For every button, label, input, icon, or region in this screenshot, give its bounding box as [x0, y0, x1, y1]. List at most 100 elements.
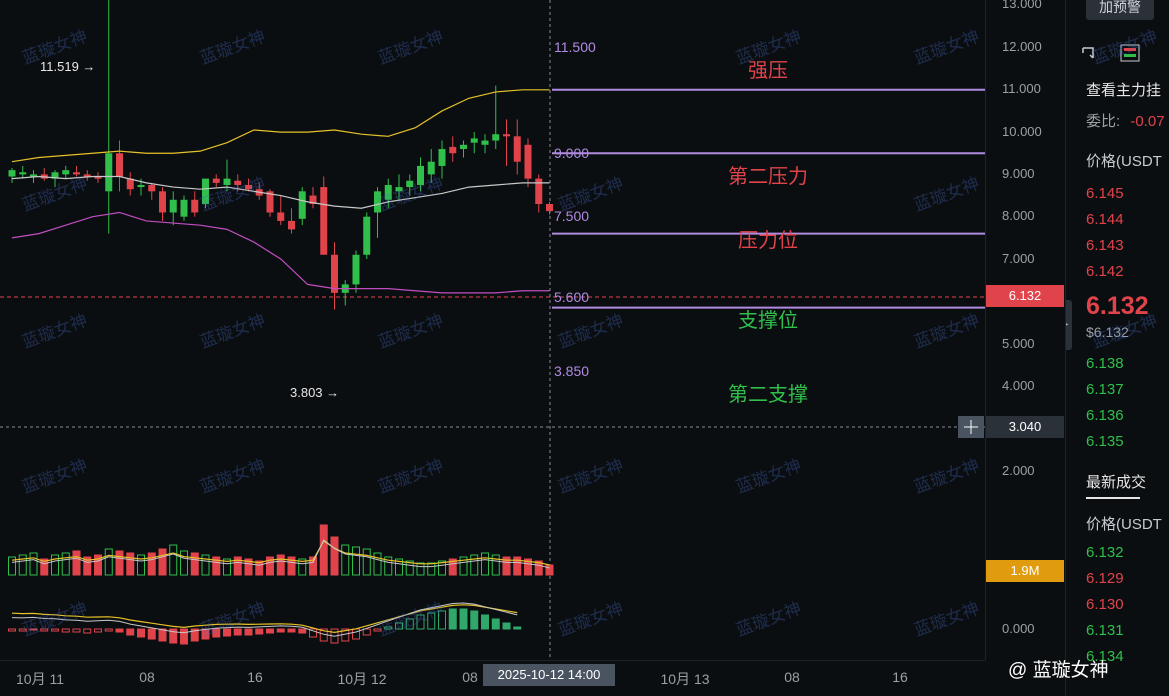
add-alert-button[interactable]: 加预警 — [1086, 0, 1154, 20]
bid-price[interactable]: 6.137 — [1086, 381, 1124, 398]
ask-price[interactable]: 6.142 — [1086, 263, 1124, 280]
candle-body — [94, 176, 102, 179]
candle-body — [148, 184, 156, 192]
volume-bar — [244, 558, 253, 576]
ratio-label: 委比: -0.07 — [1086, 110, 1165, 131]
macd-bar — [233, 628, 242, 636]
trades-price-header: 价格(USDT — [1086, 516, 1162, 533]
macd-bar — [169, 628, 178, 644]
ask-price[interactable]: 6.145 — [1086, 185, 1124, 202]
macd-bar — [416, 614, 425, 630]
macd-bar — [83, 628, 92, 634]
macd-bar — [470, 610, 479, 630]
volume-ma-white — [11, 539, 550, 569]
macd-bar — [373, 628, 382, 632]
recent-trades-tab[interactable]: 最新成交 — [1086, 474, 1147, 491]
main-order-link[interactable]: 查看主力挂 — [1086, 82, 1162, 99]
macd-bar — [298, 628, 307, 634]
candle-body — [449, 146, 457, 154]
price-tick: 13.000 — [1002, 0, 1042, 11]
candle-body — [417, 165, 424, 185]
candle-body — [277, 212, 285, 221]
bollinger-middle — [11, 175, 550, 209]
candle-body — [137, 184, 145, 188]
candle-body — [83, 174, 91, 177]
bid-price[interactable]: 6.136 — [1086, 407, 1124, 424]
price-chart[interactable] — [0, 0, 985, 660]
volume-bar — [438, 560, 446, 576]
volume-bar — [524, 558, 532, 576]
candle-body — [363, 216, 371, 255]
macd-bar — [51, 628, 59, 632]
chart-area[interactable]: 11.500 9.000 7.500 5.600 3.850 强压 第二压力 压… — [0, 0, 985, 660]
time-tick: 08 — [784, 669, 800, 685]
candle-body — [513, 136, 521, 162]
collapse-panel-button[interactable]: ▸ — [1066, 300, 1072, 350]
bid-price[interactable]: 6.135 — [1086, 433, 1124, 450]
volume-bar — [233, 556, 242, 576]
candle-body — [395, 187, 403, 192]
volume-bar — [169, 544, 178, 576]
volume-bar — [61, 552, 70, 576]
last-price-flag: 6.132 — [986, 285, 1064, 307]
macd-bar — [395, 622, 403, 630]
rotate-icon[interactable] — [1080, 44, 1098, 62]
level-value-second-support: 3.850 — [554, 363, 590, 379]
candle-body — [470, 138, 478, 143]
order-book-panel: 加预警 ▸ 查看主力挂 委比: -0.07 价格(USDT 6.145 6.14… — [1065, 0, 1169, 696]
high-annotation: 11.519 → — [40, 59, 96, 74]
volume-bar — [330, 536, 339, 576]
candle-body — [492, 134, 500, 141]
zone-label-strong-resistance: 强压 — [748, 60, 788, 82]
candle-body — [159, 191, 166, 213]
macd-bar — [104, 628, 113, 632]
volume-bar — [416, 562, 425, 576]
macd-bar — [147, 628, 156, 640]
brand-label: @ 蓝璇女神 — [1008, 660, 1109, 681]
volume-ma-yellow — [11, 540, 550, 566]
volume-bar — [373, 552, 382, 576]
ask-price[interactable]: 6.144 — [1086, 211, 1124, 228]
candle-body — [19, 172, 27, 175]
crosshair-time-flag: 2025-10-12 14:00 — [483, 664, 615, 686]
macd-bar — [94, 628, 102, 633]
macd-bar — [427, 612, 436, 630]
price-tick: 12.000 — [1002, 39, 1042, 54]
price-tick: 11.000 — [1002, 81, 1041, 96]
price-axis[interactable]: 13.000 12.000 11.000 10.000 9.000 8.000 … — [985, 0, 1065, 660]
volume-bar — [491, 554, 500, 576]
trade-price: 6.130 — [1086, 596, 1124, 613]
macd-bar — [126, 628, 135, 636]
candle-body — [105, 153, 113, 192]
bid-price[interactable]: 6.138 — [1086, 355, 1124, 372]
ask-price[interactable]: 6.143 — [1086, 237, 1124, 254]
macd-bar — [190, 628, 199, 642]
volume-bar — [266, 556, 274, 576]
candle-body — [309, 195, 317, 205]
candle-body — [298, 191, 306, 219]
order-book-layout-icon[interactable] — [1120, 44, 1140, 62]
macd-bar — [255, 628, 264, 635]
candle-body — [352, 254, 360, 285]
volume-bar — [115, 550, 124, 576]
candle-body — [535, 178, 543, 205]
crosshair-price-flag: 3.040 — [986, 416, 1064, 438]
macd-line — [11, 602, 518, 637]
trade-price: 6.129 — [1086, 570, 1124, 587]
price-tick: 4.000 — [1002, 378, 1035, 393]
price-tick: 9.000 — [1002, 166, 1035, 181]
volume-bar — [534, 560, 543, 576]
volume-bar — [51, 554, 59, 576]
candle-body — [212, 178, 220, 183]
mid-price: 6.132 — [1086, 292, 1149, 320]
time-tick: 08 — [139, 669, 155, 685]
price-tick: 7.000 — [1002, 251, 1035, 266]
volume-bar — [341, 544, 350, 576]
candle-body — [406, 180, 414, 188]
volume-bar — [72, 550, 81, 576]
macd-bar — [309, 628, 317, 638]
time-axis[interactable]: 10月 11 08 16 10月 12 08 10月 13 08 16 2025… — [0, 660, 985, 696]
volume-bar — [513, 556, 522, 576]
candle-body — [245, 184, 252, 190]
macd-bar — [18, 628, 27, 632]
